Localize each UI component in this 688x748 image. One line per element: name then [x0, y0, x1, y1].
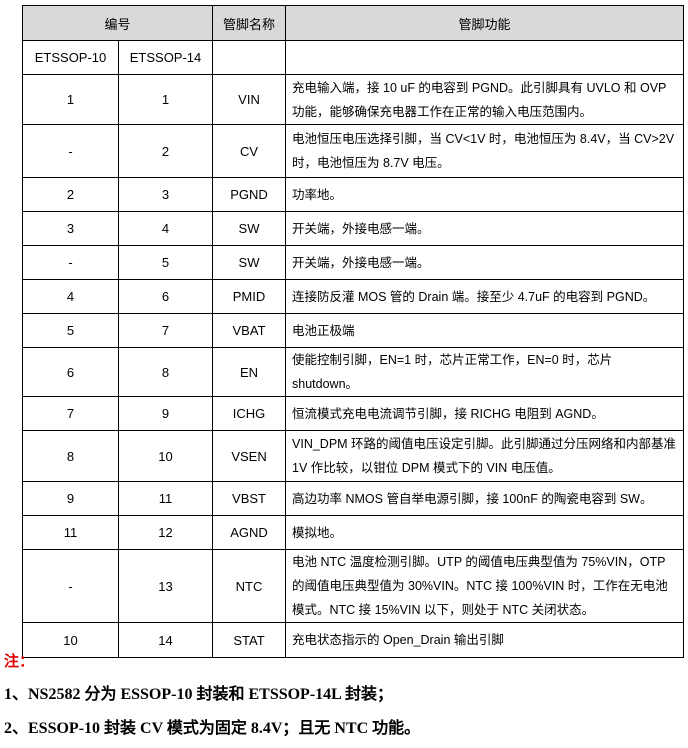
pin-etssop14: 4 [117, 211, 214, 246]
pin-function: 电池正极端 [285, 313, 684, 348]
pin-etssop10: - [22, 549, 119, 623]
table-row: 2 3 PGND 功率地。 [22, 177, 684, 212]
pin-name: EN [212, 347, 287, 397]
pin-name: CV [212, 124, 287, 178]
pin-etssop10: 11 [22, 515, 119, 550]
pin-etssop14: 14 [117, 622, 214, 658]
pin-table: 编号 管脚名称 管脚功能 ETSSOP-10 ETSSOP-14 1 1 VIN 充电… [21, 5, 684, 658]
pin-function: 模拟地。 [285, 515, 684, 550]
table-row: 1 1 VIN 充电输入端，接 10 uF 的电容到 PGND。此引脚具有 UVLO … [22, 74, 684, 125]
table-row: 9 11 VBST 高边功率 NMOS 管自举电源引脚，接 100nF 的陶瓷电容到 … [22, 481, 684, 516]
pin-etssop10: 4 [22, 279, 119, 314]
pin-name: VIN [212, 74, 287, 125]
subheader-func [285, 40, 684, 75]
pin-etssop10: 10 [22, 622, 119, 658]
pin-etssop14: 9 [117, 396, 214, 431]
pin-etssop14: 11 [117, 481, 214, 516]
pin-name: AGND [212, 515, 287, 550]
note-item: 1、NS2582 分为 ESSOP-10 封装和 ETSSOP-14L 封装； [4, 686, 393, 703]
subheader-row: ETSSOP-10 ETSSOP-14 [22, 40, 684, 75]
pin-etssop14: 12 [117, 515, 214, 550]
header-number: 编号 [21, 5, 214, 41]
header-pin-name: 管脚名称 [212, 5, 287, 41]
table-row: 4 6 PMID 连接防反灌 MOS 管的 Drain 端。接至少 4.7uF 的电容… [22, 279, 684, 314]
pin-name: NTC [212, 549, 287, 623]
pin-etssop10: 8 [22, 430, 119, 482]
pin-etssop10: - [22, 245, 119, 280]
pin-etssop14: 2 [117, 124, 214, 178]
pin-function: 恒流模式充电电流调节引脚，接 RICHG 电阻到 AGND。 [285, 396, 684, 431]
table-row: 11 12 AGND 模拟地。 [22, 515, 684, 550]
pin-function: 开关端，外接电感一端。 [285, 211, 684, 246]
pin-function: 电池恒压电压选择引脚，当 CV<1V 时，电池恒压为 8.4V，当 CV>2V … [285, 124, 684, 178]
pin-name: PMID [212, 279, 287, 314]
pin-function: 连接防反灌 MOS 管的 Drain 端。接至少 4.7uF 的电容到 PGND… [285, 279, 684, 314]
pin-function: 充电输入端，接 10 uF 的电容到 PGND。此引脚具有 UVLO 和 OVP… [285, 74, 684, 125]
subheader-pkg10: ETSSOP-10 [22, 40, 119, 75]
notes: 注： 1、NS2582 分为 ESSOP-10 封装和 ETSSOP-14L 封… [4, 650, 420, 748]
table-row: 6 8 EN 使能控制引脚，EN=1 时，芯片正常工作，EN=0 时，芯片 shutd… [22, 347, 684, 397]
table-row: 3 4 SW 开关端，外接电感一端。 [22, 211, 684, 246]
pin-etssop10: 1 [22, 74, 119, 125]
notes-heading: 注： [4, 654, 35, 670]
pin-etssop10: 7 [22, 396, 119, 431]
pin-name: PGND [212, 177, 287, 212]
subheader-pkg14: ETSSOP-14 [117, 40, 214, 75]
pin-etssop14: 5 [117, 245, 214, 280]
pin-name: ICHG [212, 396, 287, 431]
pin-etssop10: 5 [22, 313, 119, 348]
table-row: 5 7 VBAT 电池正极端 [22, 313, 684, 348]
pin-etssop10: - [22, 124, 119, 178]
pin-name: SW [212, 245, 287, 280]
pin-etssop14: 1 [117, 74, 214, 125]
table-row: -5 SW 开关端，外接电感一端。 [22, 245, 684, 280]
table-row: -13 NTC 电池 NTC 温度检测引脚。UTP 的阈值电压典型值为 75%VIN… [22, 549, 684, 623]
pin-etssop10: 9 [22, 481, 119, 516]
pin-function: 高边功率 NMOS 管自举电源引脚，接 100nF 的陶瓷电容到 SW。 [285, 481, 684, 516]
pin-etssop14: 8 [117, 347, 214, 397]
pin-etssop14: 6 [117, 279, 214, 314]
table-row: -2 CV 电池恒压电压选择引脚，当 CV<1V 时，电池恒压为 8.4V，当 CV… [22, 124, 684, 178]
pin-name: VBST [212, 481, 287, 516]
table-row: 8 10 VSEN VIN_DPM 环路的阈值电压设定引脚。此引脚通过分压网络和内部基… [22, 430, 684, 482]
pin-name: VSEN [212, 430, 287, 482]
pin-etssop10: 3 [22, 211, 119, 246]
pin-etssop14: 7 [117, 313, 214, 348]
header-pin-function: 管脚功能 [285, 5, 684, 41]
pin-function: 使能控制引脚，EN=1 时，芯片正常工作，EN=0 时，芯片 shutdown。 [285, 347, 684, 397]
pin-function: 电池 NTC 温度检测引脚。UTP 的阈值电压典型值为 75%VIN，OTP 的… [285, 549, 684, 623]
table-header-row: 编号 管脚名称 管脚功能 [21, 5, 684, 41]
pin-etssop14: 3 [117, 177, 214, 212]
table-row: 7 9 ICHG 恒流模式充电电流调节引脚，接 RICHG 电阻到 AGND。 [22, 396, 684, 431]
pin-function: 开关端，外接电感一端。 [285, 245, 684, 280]
pin-etssop14: 13 [117, 549, 214, 623]
pin-function: 功率地。 [285, 177, 684, 212]
note-item: 2、ESSOP-10 封装 CV 模式为固定 8.4V；且无 NTC 功能。 [4, 720, 421, 737]
pin-function: 充电状态指示的 Open_Drain 输出引脚 [285, 622, 684, 658]
pin-name: STAT [212, 622, 287, 658]
pin-etssop14: 10 [117, 430, 214, 482]
pin-etssop10: 6 [22, 347, 119, 397]
table-row: 10 14 STAT 充电状态指示的 Open_Drain 输出引脚 [22, 622, 684, 658]
pin-function: VIN_DPM 环路的阈值电压设定引脚。此引脚通过分压网络和内部基准 1V 作比… [285, 430, 684, 482]
pin-name: SW [212, 211, 287, 246]
pin-etssop10: 2 [22, 177, 119, 212]
subheader-name [212, 40, 287, 75]
pin-name: VBAT [212, 313, 287, 348]
